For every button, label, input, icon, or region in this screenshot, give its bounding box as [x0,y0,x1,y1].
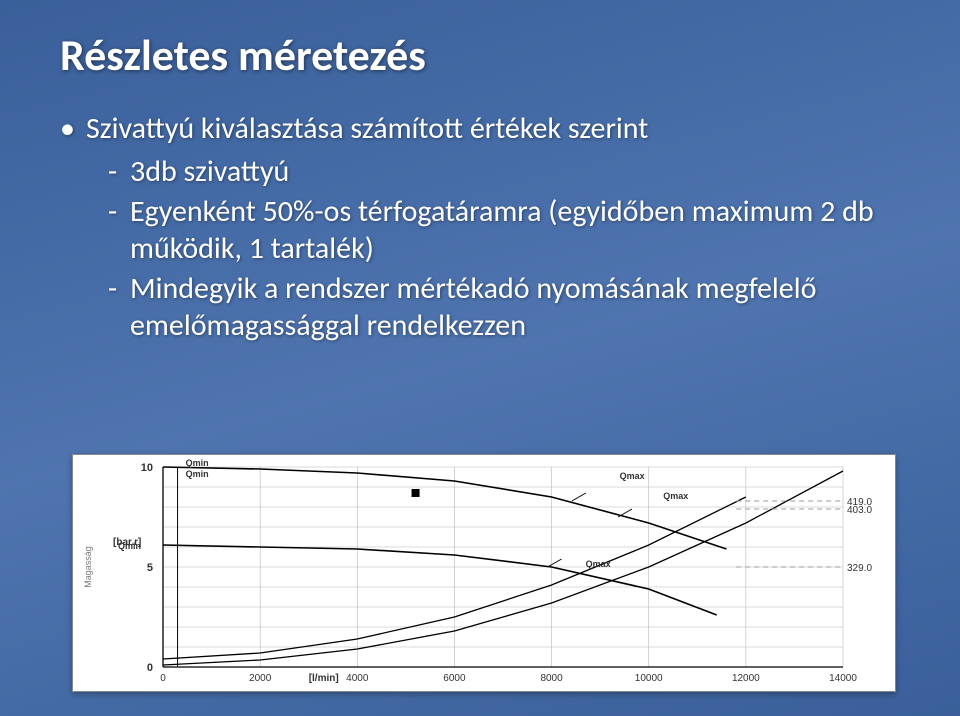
pump-chart: 0 2000 4000 6000 8000 10000 12000 14000 [l/min] 0… [72,454,896,692]
svg-text:329.0: 329.0 [847,563,872,574]
bullet-main: Szivattyú kiválasztása számított értékek… [60,110,900,147]
svg-text:12000: 12000 [732,673,760,684]
slide-title: Részletes méretezés [60,28,900,82]
svg-text:4000: 4000 [346,673,369,684]
svg-text:8000: 8000 [540,673,563,684]
svg-text:Qmax: Qmax [620,471,645,481]
svg-text:Qmax: Qmax [663,491,688,501]
svg-text:5: 5 [147,562,153,574]
svg-text:0: 0 [147,662,153,674]
svg-text:Qmax: Qmax [586,559,611,569]
sub-bullet-2: Egyenként 50%-os térfogatáramra (egyidőb… [108,193,900,268]
svg-text:14000: 14000 [829,673,857,684]
sub-bullet-1: 3db szivattyú [108,153,900,191]
svg-text:10000: 10000 [635,673,663,684]
svg-text:0: 0 [160,673,166,684]
sub-bullet-list: 3db szivattyú Egyenként 50%-os térfogatá… [108,153,900,345]
slide: Részletes méretezés Szivattyú kiválasztá… [0,0,960,716]
svg-text:Qmin: Qmin [118,541,141,551]
svg-text:2000: 2000 [249,673,272,684]
svg-text:[l/min]: [l/min] [309,673,339,684]
svg-text:10: 10 [141,462,153,474]
svg-text:Qmin: Qmin [186,458,209,468]
svg-text:6000: 6000 [443,673,466,684]
pump-chart-svg: 0 2000 4000 6000 8000 10000 12000 14000 [l/min] 0… [73,455,895,691]
svg-text:Qmin: Qmin [186,469,209,479]
svg-text:Magasság: Magasság [83,546,93,588]
svg-text:403.0: 403.0 [847,505,872,516]
sub-bullet-3: Mindegyik a rendszer mértékadó nyomásána… [108,270,900,345]
